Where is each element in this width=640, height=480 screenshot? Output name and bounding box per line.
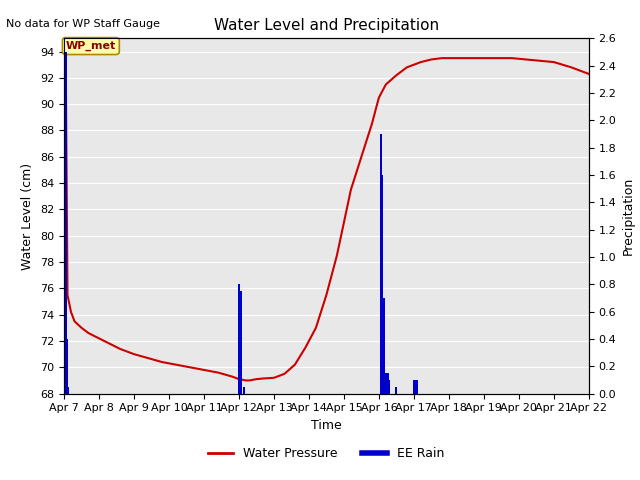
Bar xyxy=(66,339,68,394)
Bar xyxy=(413,380,415,394)
Bar xyxy=(388,380,390,394)
Title: Water Level and Precipitation: Water Level and Precipitation xyxy=(214,18,439,33)
Y-axis label: Precipitation: Precipitation xyxy=(622,177,635,255)
Y-axis label: Water Level (cm): Water Level (cm) xyxy=(22,162,35,270)
Bar xyxy=(416,380,419,394)
Bar xyxy=(396,387,397,394)
Bar xyxy=(415,380,417,394)
Bar xyxy=(67,387,69,394)
Bar xyxy=(65,52,67,394)
X-axis label: Time: Time xyxy=(311,419,342,432)
Text: WP_met: WP_met xyxy=(66,41,116,51)
Bar xyxy=(387,373,388,394)
Bar xyxy=(385,373,387,394)
Bar xyxy=(380,134,381,394)
Bar xyxy=(243,387,245,394)
Bar xyxy=(381,175,383,394)
Legend: Water Pressure, EE Rain: Water Pressure, EE Rain xyxy=(203,443,450,466)
Bar xyxy=(383,298,385,394)
Bar xyxy=(239,291,242,394)
Bar xyxy=(238,284,240,394)
Text: No data for WP Staff Gauge: No data for WP Staff Gauge xyxy=(6,19,161,29)
